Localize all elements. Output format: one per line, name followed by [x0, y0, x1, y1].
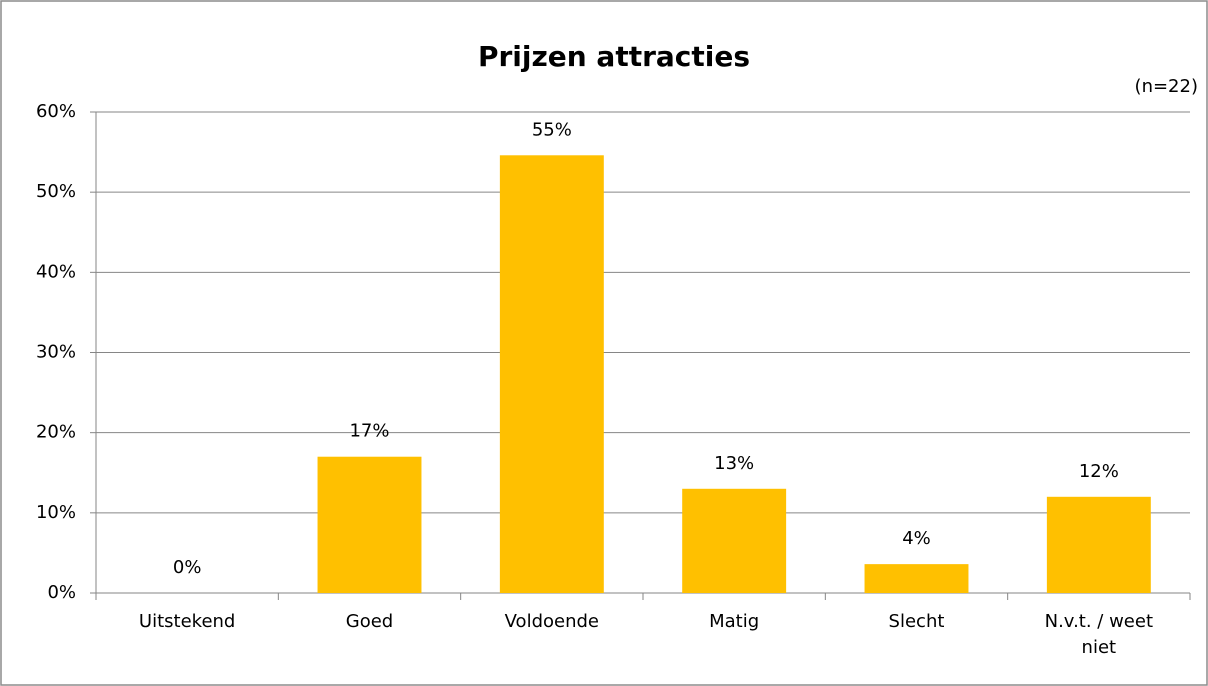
y-tick-label: 40%: [36, 261, 76, 282]
y-tick-label: 0%: [47, 582, 76, 603]
y-tick-label: 50%: [36, 181, 76, 202]
bar: [499, 155, 604, 594]
bar: [1046, 496, 1151, 593]
x-tick-label: N.v.t. / weet niet: [1044, 611, 1154, 658]
y-tick-label: 60%: [36, 101, 76, 122]
x-tick-label: Matig: [709, 611, 760, 632]
bar: [864, 564, 969, 593]
x-tick-label: Slecht: [888, 611, 945, 632]
value-label: 17%: [349, 421, 389, 442]
x-tick-label: Goed: [345, 611, 394, 632]
x-tick-label: Voldoende: [504, 611, 599, 632]
annotation: (n=22): [1135, 76, 1198, 97]
value-label: 0%: [173, 557, 202, 578]
value-label: 12%: [1079, 461, 1119, 482]
x-tick-label: Uitstekend: [138, 611, 236, 632]
value-label: 55%: [532, 119, 572, 140]
chart-title: Prijzen attracties: [478, 40, 750, 73]
y-tick-label: 20%: [36, 422, 76, 443]
bar: [317, 456, 422, 593]
value-label: 4%: [902, 528, 931, 549]
bar: [682, 488, 787, 593]
value-label: 13%: [714, 453, 754, 474]
y-tick-label: 30%: [36, 342, 76, 363]
y-tick-label: 10%: [36, 502, 76, 523]
